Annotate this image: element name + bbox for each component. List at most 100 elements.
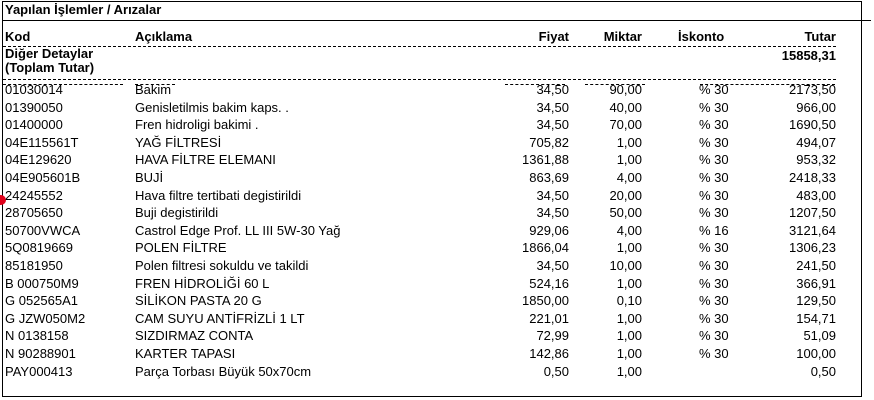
row-marker-icon bbox=[0, 195, 6, 205]
cell-price: 142,86 bbox=[529, 346, 569, 361]
table-row: B 000750M9 FREN HİDROLİĞİ 60 L 524,16 1,00%… bbox=[0, 275, 874, 292]
cell-quantity: 90,00 bbox=[609, 82, 642, 97]
cell-total: 366,91 bbox=[796, 275, 836, 291]
cell-description: HAVA FİLTRE ELEMANI bbox=[135, 152, 276, 168]
table-row: G 052565A1 SİLİKON PASTA 20 G 1850,00 0,10%… bbox=[0, 292, 874, 309]
group-total: 15858,31 bbox=[781, 48, 836, 63]
cell-description: Buji degistirildi bbox=[135, 205, 219, 221]
title-divider bbox=[3, 20, 871, 21]
cell-quantity: 10,00 bbox=[609, 258, 642, 273]
cell-discount: % 30 bbox=[699, 240, 729, 256]
row-dash-underline bbox=[585, 84, 645, 85]
cell-description: POLEN FİLTRE bbox=[135, 240, 227, 256]
cell-discount: % 30 bbox=[699, 346, 729, 361]
cell-quantity: 20,00 bbox=[609, 187, 642, 203]
cell-discount: % 30 bbox=[699, 134, 729, 150]
cell-total: 100,00 bbox=[796, 346, 836, 361]
cell-total: 51,09 bbox=[803, 328, 836, 344]
cell-quantity: 1,00 bbox=[616, 134, 642, 150]
table-row: 5Q0819669 POLEN FİLTRE 1866,04 1,00 % 30 1306… bbox=[0, 239, 874, 256]
cell-price: 34,50 bbox=[536, 205, 569, 221]
header-divider bbox=[3, 46, 836, 47]
cell-total: 1690,50 bbox=[789, 117, 836, 133]
cell-code: PAY000413 bbox=[5, 363, 73, 379]
cell-discount: % 30 bbox=[699, 205, 729, 221]
cell-total: 1306,23 bbox=[789, 240, 836, 256]
group-label-line1: Diğer Detaylar bbox=[5, 46, 94, 61]
table-row: 28705650 Buji degistirildi 34,50 50,00 % 30 1… bbox=[0, 204, 874, 221]
cell-quantity: 4,00 bbox=[616, 222, 642, 238]
cell-quantity: 1,00 bbox=[616, 275, 642, 291]
group-divider bbox=[3, 79, 836, 80]
table-row: 04E905601B BUJİ 863,69 4,00 % 30 2418,33 bbox=[0, 169, 874, 186]
table-row: 01400000 Fren hidroligi bakimi . 34,50 70,0… bbox=[0, 116, 874, 133]
cell-discount: % 30 bbox=[699, 170, 729, 185]
cell-code: 5Q0819669 bbox=[5, 240, 73, 256]
cell-quantity: 50,00 bbox=[609, 205, 642, 221]
header-total: Tutar bbox=[804, 29, 836, 44]
cell-description: BUJİ bbox=[135, 170, 164, 185]
table-row: 24245552 Hava filtre tertibati degistiril… bbox=[0, 187, 874, 204]
cell-discount: % 16 bbox=[699, 222, 729, 238]
cell-description: Hava filtre tertibati degistirildi bbox=[135, 187, 302, 203]
cell-discount: % 30 bbox=[699, 99, 729, 115]
cell-price: 524,16 bbox=[529, 275, 569, 291]
cell-total: 483,00 bbox=[796, 187, 836, 203]
cell-price: 863,69 bbox=[529, 170, 569, 185]
cell-price: 34,50 bbox=[536, 117, 569, 133]
cell-description: Polen filtresi sokuldu ve takildi bbox=[135, 258, 309, 273]
cell-description: Genisletilmis bakim kaps. . bbox=[135, 99, 289, 115]
cell-code: B 000750M9 bbox=[5, 275, 79, 291]
cell-price: 1361,88 bbox=[522, 152, 569, 168]
cell-description: YAĞ FİLTRESİ bbox=[135, 134, 222, 150]
header-discount: İskonto bbox=[678, 29, 725, 44]
header-quantity: Miktar bbox=[603, 29, 642, 44]
cell-description: SIZDIRMAZ CONTA bbox=[135, 328, 254, 344]
cell-discount: % 30 bbox=[699, 293, 729, 309]
cell-price: 72,99 bbox=[536, 328, 569, 344]
table-row: 85181950 Polen filtresi sokuldu ve takild… bbox=[0, 257, 874, 274]
header-code: Kod bbox=[5, 29, 31, 44]
cell-total: 154,71 bbox=[796, 310, 836, 326]
cell-code: 04E129620 bbox=[5, 152, 72, 168]
cell-code: 01400000 bbox=[5, 117, 63, 133]
cell-code: 28705650 bbox=[5, 205, 63, 221]
table-row: 04E115561T YAĞ FİLTRESİ 705,82 1,00 % 30 494,… bbox=[0, 134, 874, 151]
cell-quantity: 1,00 bbox=[616, 363, 642, 379]
cell-discount: % 30 bbox=[699, 258, 729, 273]
cell-price: 705,82 bbox=[529, 134, 569, 150]
cell-total: 494,07 bbox=[796, 134, 836, 150]
row-dash-underline bbox=[505, 84, 565, 85]
cell-price: 929,06 bbox=[529, 222, 569, 238]
cell-price: 34,50 bbox=[536, 82, 569, 97]
cell-quantity: 1,00 bbox=[616, 346, 642, 361]
cell-quantity: 1,00 bbox=[616, 328, 642, 344]
cell-description: CAM SUYU ANTİFRİZLİ 1 LT bbox=[135, 310, 305, 326]
cell-quantity: 1,00 bbox=[616, 240, 642, 256]
group-label-line2: (Toplam Tutar) bbox=[5, 60, 95, 75]
cell-description: KARTER TAPASI bbox=[135, 346, 236, 361]
cell-description: Parça Torbası Büyük 50x70cm bbox=[135, 363, 312, 379]
cell-total: 0,50 bbox=[810, 363, 836, 379]
cell-code: N 0138158 bbox=[5, 328, 69, 344]
cell-discount: % 30 bbox=[699, 117, 729, 133]
cell-total: 2173,50 bbox=[789, 82, 836, 97]
cell-discount: % 30 bbox=[699, 310, 729, 326]
cell-description: SİLİKON PASTA 20 G bbox=[135, 293, 262, 309]
cell-code: 01390050 bbox=[5, 99, 63, 115]
header-description: Açıklama bbox=[135, 29, 193, 44]
cell-discount: % 30 bbox=[699, 275, 729, 291]
cell-code: 50700VWCA bbox=[5, 222, 81, 238]
cell-code: G 052565A1 bbox=[5, 293, 79, 309]
cell-discount: % 30 bbox=[699, 82, 729, 97]
section-title: Yapılan İşlemler / Arızalar bbox=[5, 2, 162, 17]
cell-code: 04E905601B bbox=[5, 170, 81, 185]
cell-description: Castrol Edge Prof. LL III 5W-30 Yağ bbox=[135, 222, 341, 238]
row-dash-underline bbox=[135, 84, 175, 85]
cell-description: Bakim bbox=[135, 82, 172, 97]
table-row: 04E129620 HAVA FİLTRE ELEMANI 1361,88 1,00%… bbox=[0, 151, 874, 168]
table-row: N 90288901 KARTER TAPASI 142,86 1,00 % 30 100… bbox=[0, 345, 874, 362]
cell-code: 24245552 bbox=[5, 187, 63, 203]
table-row: 01030014 Bakim 34,50 90,00 % 30 2173,50 bbox=[0, 81, 874, 98]
cell-price: 34,50 bbox=[536, 187, 569, 203]
